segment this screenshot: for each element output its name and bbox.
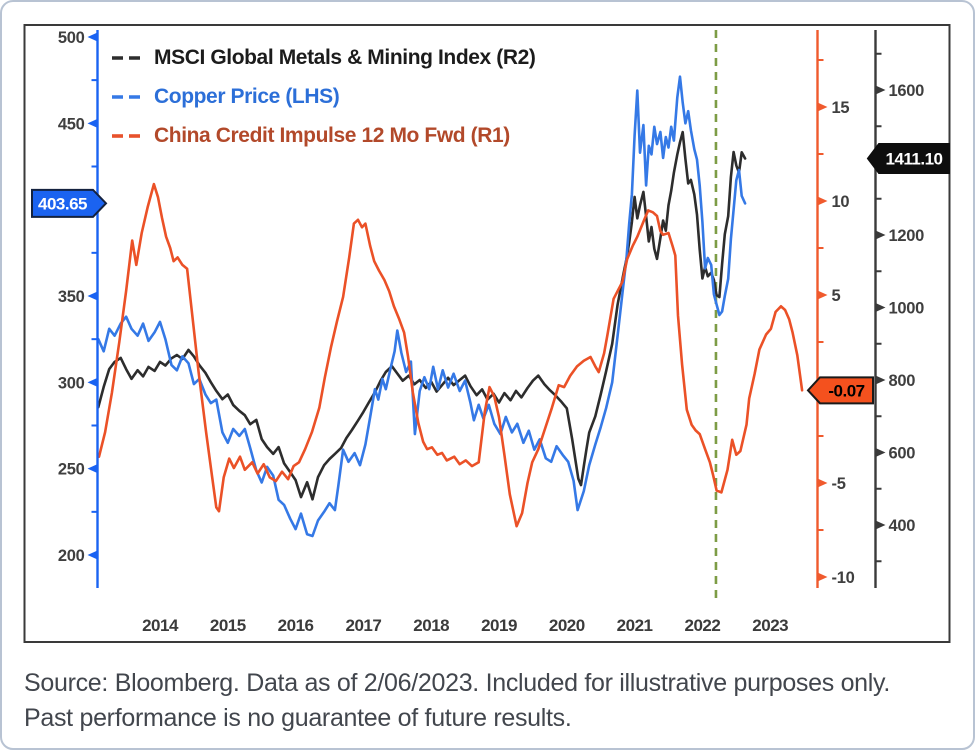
year-label: 2017 xyxy=(345,616,381,635)
series-line-r2 xyxy=(97,130,747,501)
year-label: 2018 xyxy=(413,616,449,635)
legend-label: MSCI Global Metals & Mining Index (R2) xyxy=(154,46,536,69)
msci-r2-major-tick xyxy=(875,303,886,312)
copper-lhs-major-tick xyxy=(87,550,98,560)
copper-lhs-tick-label: 200 xyxy=(58,547,85,565)
msci-value-tag xyxy=(866,142,950,174)
impulse-r1-major-tick xyxy=(817,290,828,300)
value-tags-group: 403.65 -0.07 1411.10 xyxy=(31,142,950,405)
legend-label: China Credit Impulse 12 Mo Fwd (R1) xyxy=(154,124,510,147)
source-line-1: Source: Bloomberg. Data as of 2/06/2023.… xyxy=(24,669,891,697)
copper-lhs-tick-label: 300 xyxy=(58,374,85,392)
copper-lhs-major-tick xyxy=(87,32,98,42)
year-label: 2023 xyxy=(752,616,788,635)
msci-r2-major-tick xyxy=(875,375,886,385)
series-line-lhs xyxy=(97,75,747,538)
axes-group: 500450400350300250200151050-5-1016001400… xyxy=(58,29,924,588)
year-label: 2015 xyxy=(210,616,246,635)
msci-r2-tick-label: 1200 xyxy=(889,227,925,245)
msci-value-tag-text: 1411.10 xyxy=(885,149,942,168)
copper-lhs-tick-label: 250 xyxy=(58,461,85,479)
msci-r2-tick-label: 800 xyxy=(889,372,916,390)
source-line-2: Past performance is no guarantee of futu… xyxy=(24,704,572,732)
impulse-value-tag-text: -0.07 xyxy=(828,381,864,400)
year-label: 2022 xyxy=(684,616,720,635)
copper-lhs-tick-label: 450 xyxy=(58,115,85,133)
legend-item-china: China Credit Impulse 12 Mo Fwd (R1) xyxy=(112,124,510,147)
impulse-r1-tick-label: 5 xyxy=(832,287,841,305)
legend-item-copper: Copper Price (LHS) xyxy=(112,85,340,108)
copper-lhs-major-tick xyxy=(87,377,98,387)
series-lines-group xyxy=(97,75,804,538)
year-label: 2019 xyxy=(481,616,517,635)
impulse-r1-major-tick xyxy=(817,572,828,582)
year-label: 2020 xyxy=(549,616,585,635)
impulse-value-tag xyxy=(806,376,874,405)
impulse-r1-major-tick xyxy=(817,478,828,488)
impulse-r1-major-tick xyxy=(817,196,828,206)
legend-item-msci: MSCI Global Metals & Mining Index (R2) xyxy=(112,46,536,69)
legend-group: MSCI Global Metals & Mining Index (R2) Co… xyxy=(112,46,536,147)
msci-r2-tick-label: 600 xyxy=(889,445,916,463)
year-label: 2014 xyxy=(142,616,179,635)
impulse-r1-tick-label: 15 xyxy=(832,99,850,117)
source-note: Source: Bloomberg. Data as of 2/06/2023.… xyxy=(24,666,954,736)
msci-r2-major-tick xyxy=(875,230,886,240)
copper-value-tag-text: 403.65 xyxy=(38,194,87,213)
msci-r2-major-tick xyxy=(875,520,886,530)
legend-label: Copper Price (LHS) xyxy=(154,85,339,108)
metals-mining-chart: 500450400350300250200151050-5-1016001400… xyxy=(23,24,951,643)
copper-lhs-tick-label: 500 xyxy=(58,29,85,47)
series-line-r1 xyxy=(97,182,804,528)
impulse-r1-tick-label: -10 xyxy=(832,569,855,587)
copper-lhs-major-tick xyxy=(87,118,98,128)
impulse-r1-major-tick xyxy=(817,102,828,112)
copper-lhs-major-tick xyxy=(87,464,98,474)
impulse-r1-tick-label: -5 xyxy=(832,475,846,493)
copper-lhs-major-tick xyxy=(87,291,98,301)
year-label: 2016 xyxy=(278,616,314,635)
year-label: 2021 xyxy=(617,616,653,635)
msci-r2-tick-label: 1000 xyxy=(889,300,925,318)
msci-r2-major-tick xyxy=(875,85,886,95)
copper-lhs-tick-label: 350 xyxy=(58,288,85,306)
msci-r2-tick-label: 1600 xyxy=(889,82,925,100)
chart-frame xyxy=(23,24,951,643)
impulse-r1-tick-label: 10 xyxy=(832,193,850,211)
copper-value-tag xyxy=(31,188,108,218)
msci-r2-tick-label: 400 xyxy=(889,517,916,535)
msci-r2-major-tick xyxy=(875,448,886,457)
x-axis-labels-group: 2014 2015 2016 2017 2018 2019 2020 2021 2022 2023 xyxy=(142,616,789,635)
